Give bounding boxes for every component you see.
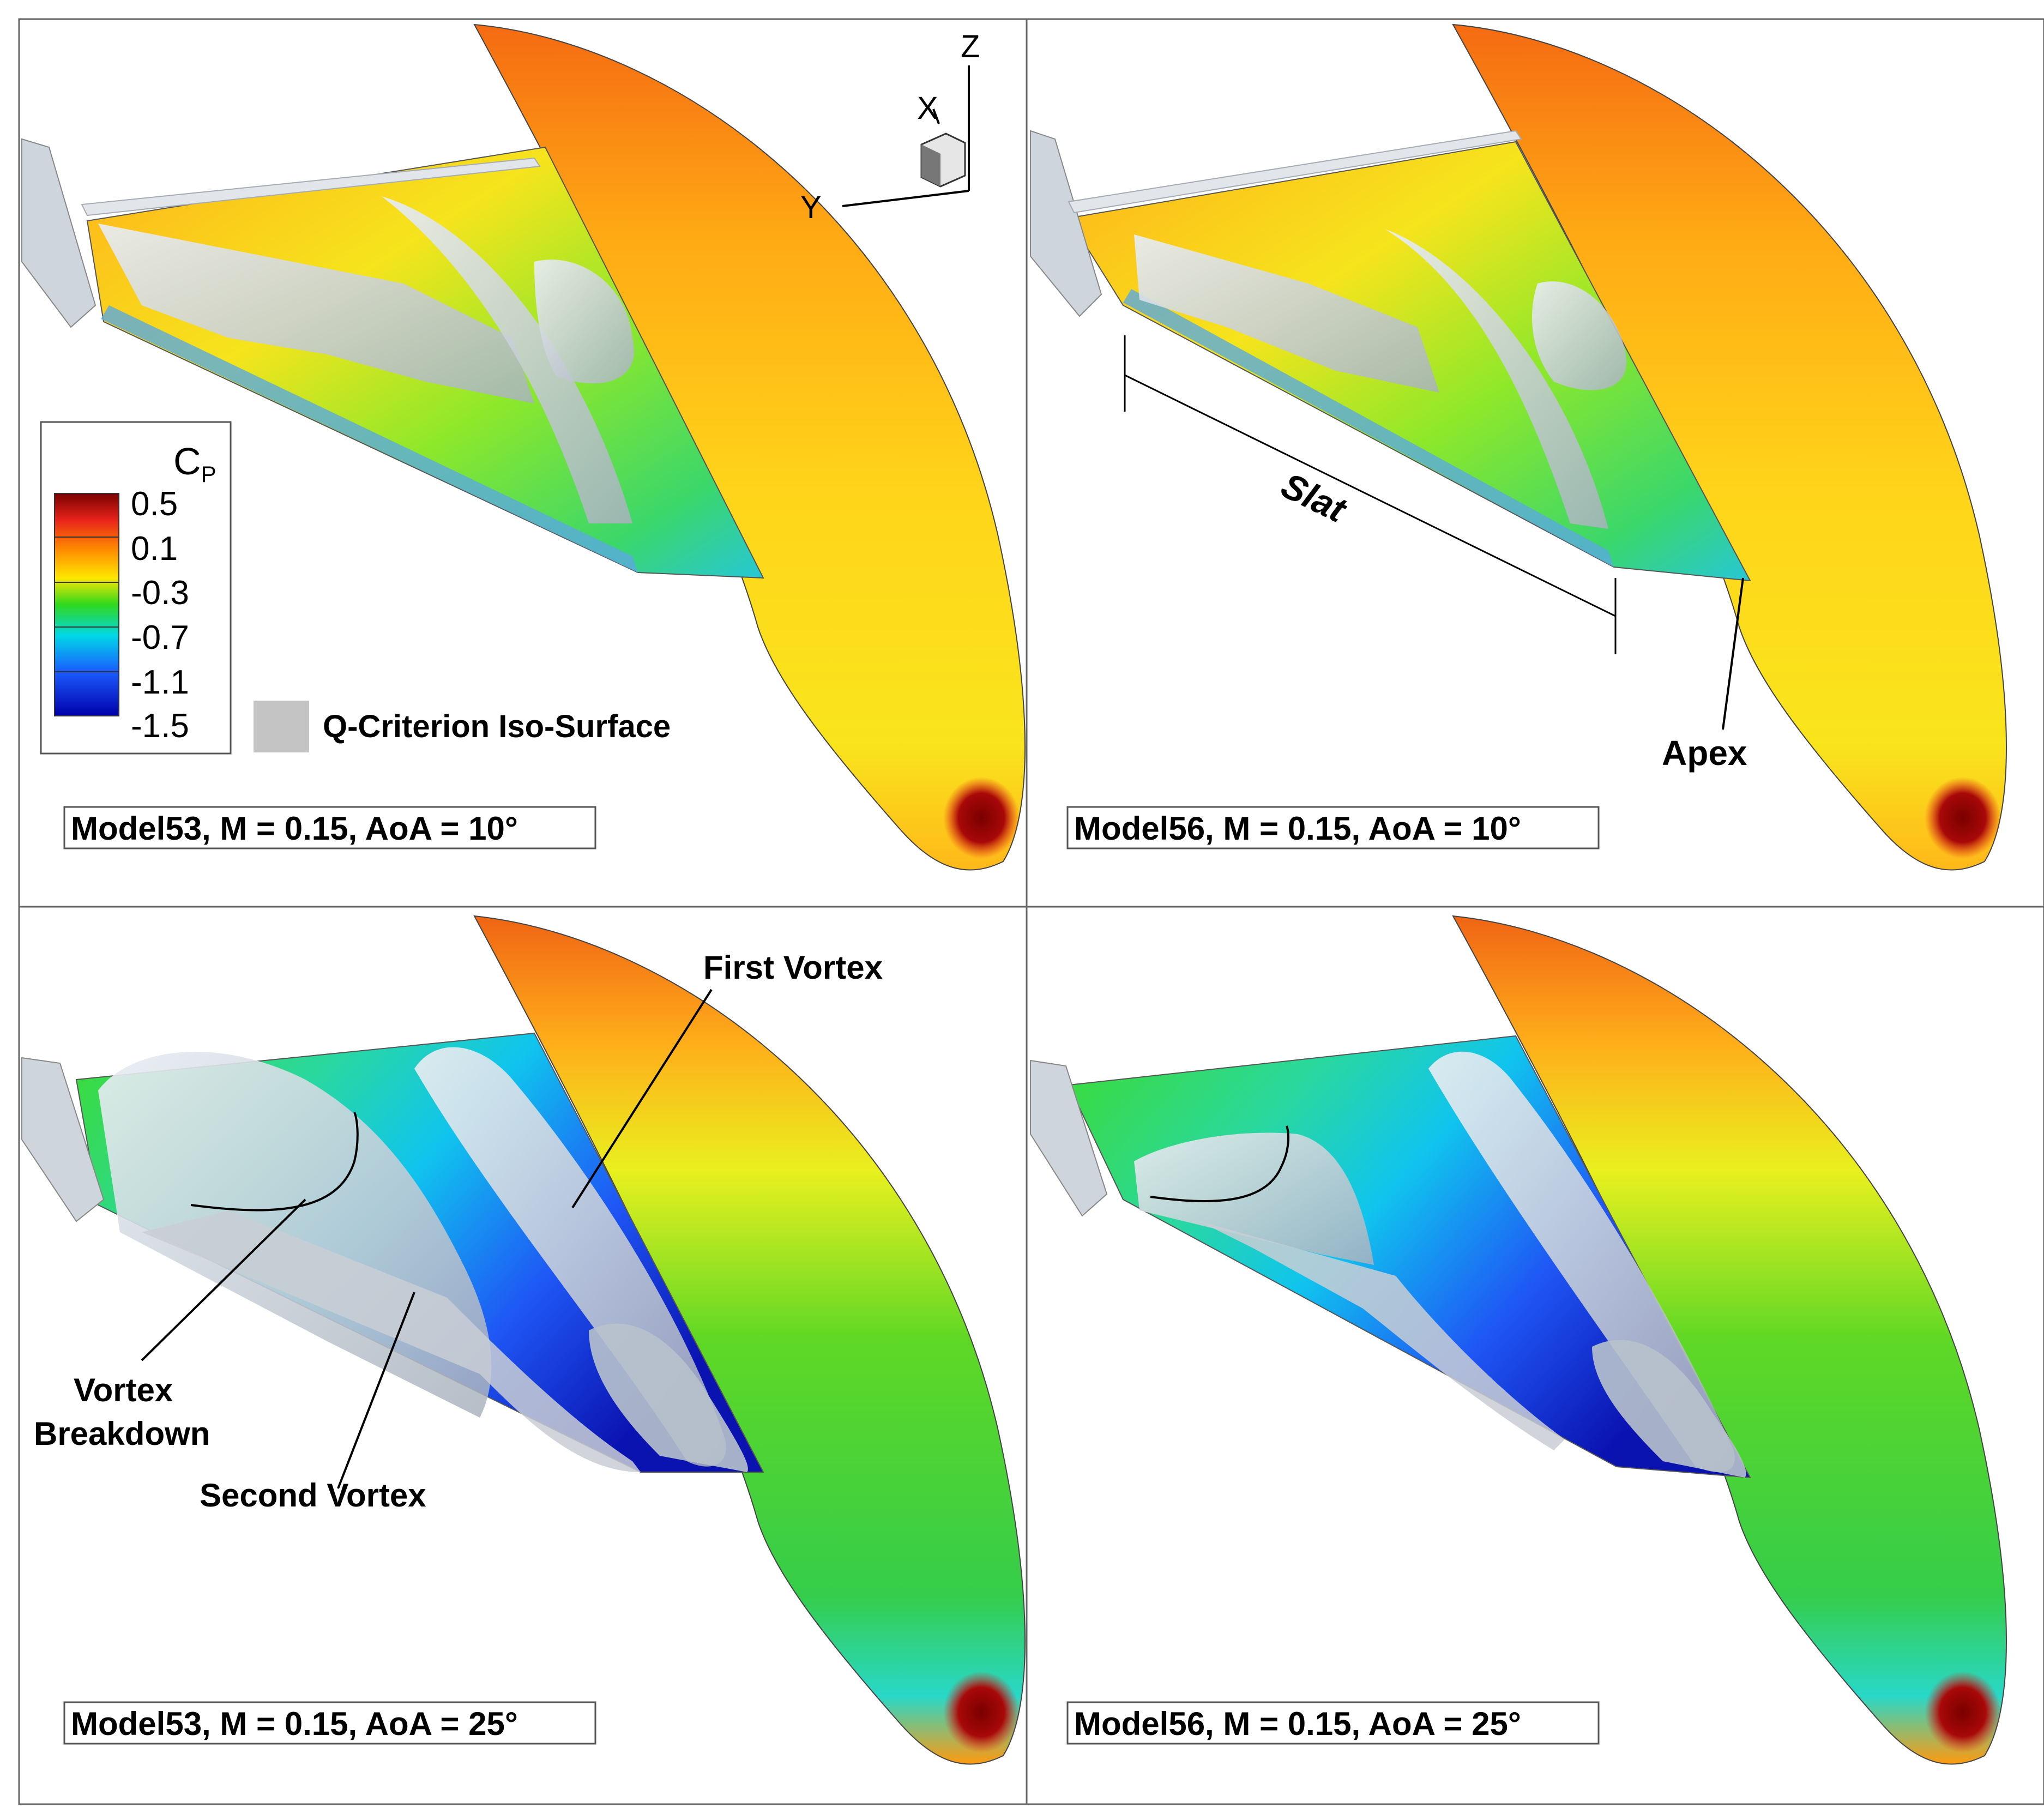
wing-tip <box>21 138 97 328</box>
vortex-breakdown-label: Vortex <box>74 1372 173 1408</box>
legend-tick-lines <box>55 537 119 672</box>
iso-surface-trailing <box>81 157 541 216</box>
panel-caption: Model56, M = 0.15, AoA = 25° <box>1074 1706 1521 1742</box>
iso-surface-patch <box>1532 281 1627 390</box>
axis-label-x: X <box>917 91 938 126</box>
caption-box <box>63 806 596 849</box>
axis-label-y: Y <box>800 190 822 225</box>
iso-surface-vortex <box>382 196 632 523</box>
nose-high-pressure <box>943 777 1020 859</box>
cp-legend: CP 0.5 0.1 -0.3 -0.7 -1.1 -1.5 <box>40 421 232 755</box>
legend-tick: 0.5 <box>131 485 178 523</box>
apex-label: Apex <box>1662 733 1747 773</box>
wing-leading-edge-band <box>1123 289 1614 567</box>
figure-frame <box>18 18 2044 1805</box>
iso-surface-patch <box>1134 234 1439 393</box>
vortex-breakdown-label: Breakdown <box>34 1415 210 1452</box>
nose-high-pressure <box>1925 1671 2001 1753</box>
x-axis-line <box>932 109 940 124</box>
second-vortex-leader <box>337 1292 415 1489</box>
slat-dimension <box>1124 335 1617 654</box>
axis-label-z: Z <box>961 29 980 64</box>
y-axis-line <box>842 190 969 207</box>
legend-colorbar <box>54 493 119 716</box>
first-vortex-leader <box>571 989 713 1209</box>
panel-caption: Model53, M = 0.15, AoA = 10° <box>71 810 518 847</box>
panel-model53-aoa25 <box>21 915 1026 1765</box>
legend-tick: -0.3 <box>131 574 189 612</box>
wing-tip <box>1030 130 1102 317</box>
caption-box <box>63 1701 596 1745</box>
first-vortex-label: First Vortex <box>703 949 883 986</box>
nose-high-pressure <box>1925 777 2001 859</box>
panel-model56-aoa10 <box>1030 23 2007 871</box>
iso-surface-label: Q-Criterion Iso-Surface <box>323 709 671 744</box>
wing-leading-edge-band <box>101 305 638 572</box>
apex-leader <box>1722 577 1744 730</box>
panel-model53-aoa10 <box>21 23 1026 871</box>
slat-label: Slat <box>1275 465 1354 531</box>
wing-tip <box>21 1057 105 1222</box>
iso-surface-trailing <box>1068 130 1522 214</box>
iso-surface-second-vortex <box>1199 1221 1565 1450</box>
caption-box <box>1066 806 1600 849</box>
caption-box <box>1066 1701 1600 1745</box>
iso-surface-patch <box>534 260 635 384</box>
axes-triad: Z X Y <box>800 29 980 225</box>
legend-tick: 0.1 <box>131 530 178 568</box>
iso-surface-vortex <box>1385 229 1608 529</box>
iso-surface-vortex-core <box>1592 1340 1746 1478</box>
legend-tick: -1.5 <box>131 707 189 745</box>
legend-title: CP <box>173 440 216 487</box>
legend-tick: -0.7 <box>131 619 189 656</box>
wing-tip <box>1030 1059 1108 1217</box>
legend-tick: -1.1 <box>131 664 189 701</box>
triad-cube-side <box>921 144 940 186</box>
vortex-breakdown-curve <box>190 1112 359 1212</box>
vortex-breakdown-curve <box>1150 1125 1289 1202</box>
iso-surface-vortex-core <box>589 1323 748 1472</box>
nose-high-pressure <box>943 1671 1020 1753</box>
vortex-breakdown-leader <box>141 1198 306 1361</box>
panel-caption: Model53, M = 0.15, AoA = 25° <box>71 1706 518 1742</box>
second-vortex-label: Second Vortex <box>200 1477 426 1514</box>
iso-surface-second-vortex <box>142 1210 641 1472</box>
iso-surface-patch <box>98 224 534 403</box>
panel-model56-aoa25 <box>1030 915 2007 1765</box>
panel-caption: Model56, M = 0.15, AoA = 10° <box>1074 810 1521 847</box>
iso-surface-swatch <box>254 701 309 752</box>
iso-surface-breakdown <box>1134 1132 1374 1265</box>
